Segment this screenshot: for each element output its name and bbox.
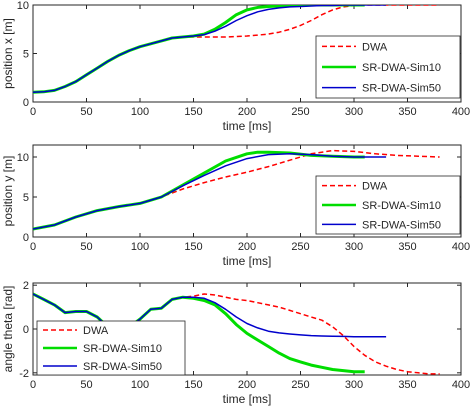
- y-tick-label: 0: [23, 97, 29, 109]
- y-tick-label: -2: [19, 368, 29, 380]
- legend: DWA SR-DWA-Sim10 SR-DWA-Sim50: [315, 175, 461, 235]
- x-tick-label: 400: [452, 379, 470, 391]
- y-tick-label: 5: [23, 192, 29, 204]
- x-tick-label: 250: [291, 106, 309, 118]
- x-tick-label: 300: [345, 379, 363, 391]
- series-line-dwa: [33, 149, 440, 230]
- y-tick-label: 2: [23, 280, 29, 292]
- legend-label: SR-DWA-Sim50: [362, 219, 441, 231]
- y-tick-label: 10: [17, 152, 29, 164]
- x-tick-label: 0: [30, 379, 36, 391]
- x-tick-label: 250: [291, 379, 309, 391]
- legend-label: DWA: [83, 325, 109, 337]
- x-tick-label: 300: [345, 241, 363, 253]
- x-tick-label: 50: [80, 379, 92, 391]
- legend-label: SR-DWA-Sim50: [362, 83, 441, 95]
- x-tick-label: 50: [80, 241, 92, 253]
- x-tick-label: 350: [398, 379, 416, 391]
- legend-label: SR-DWA-Sim10: [83, 343, 162, 355]
- series-line-sr-dwa-sim50: [33, 5, 387, 94]
- legend-label: SR-DWA-Sim50: [83, 361, 162, 373]
- x-tick-label: 200: [238, 379, 256, 391]
- legend-label: DWA: [362, 181, 388, 193]
- x-tick-label: 350: [398, 241, 416, 253]
- x-axis-label: time [ms]: [223, 119, 272, 133]
- legend-label: SR-DWA-Sim10: [362, 200, 441, 212]
- legend-label: SR-DWA-Sim10: [362, 62, 441, 74]
- y-tick-label: 0: [23, 324, 29, 336]
- x-tick-label: 0: [30, 106, 36, 118]
- x-tick-label: 100: [131, 106, 149, 118]
- y-tick-label: 10: [17, 0, 29, 12]
- x-tick-label: 200: [238, 106, 256, 118]
- x-tick-label: 150: [184, 379, 202, 391]
- y-tick-label: 0: [23, 232, 29, 244]
- x-axis-label: time [ms]: [223, 392, 272, 406]
- x-tick-label: 100: [131, 241, 149, 253]
- chart-panel-2: 0 50 100 150 200 250 300 350 400 0 5 10 time [ms] pos…: [1, 144, 470, 268]
- x-tick-label: 200: [238, 241, 256, 253]
- x-tick-label: 300: [345, 106, 363, 118]
- series-line-sr-dwa-sim50: [33, 293, 387, 338]
- x-tick-label: 350: [398, 106, 416, 118]
- x-tick-label: 100: [131, 379, 149, 391]
- x-tick-label: 50: [80, 106, 92, 118]
- x-tick-label: 250: [291, 241, 309, 253]
- x-tick-label: 150: [184, 106, 202, 118]
- y-axis-label: position y [m]: [1, 156, 15, 227]
- x-tick-label: 150: [184, 241, 202, 253]
- x-tick-label: 0: [30, 241, 36, 253]
- x-tick-label: 400: [452, 241, 470, 253]
- y-axis-label: position x [m]: [1, 18, 15, 89]
- x-tick-label: 400: [452, 106, 470, 118]
- chart-panel-1: 0 50 100 150 200 250 300 350 400 0 5 10 time [ms] pos…: [1, 0, 470, 133]
- series-line-sr-dwa-sim50: [33, 153, 387, 230]
- legend-label: DWA: [362, 41, 388, 53]
- legend: DWA SR-DWA-Sim10 SR-DWA-Sim50: [315, 35, 461, 99]
- x-axis-label: time [ms]: [223, 254, 272, 268]
- y-axis-label: angle theta [rad]: [1, 286, 15, 373]
- legend: DWA SR-DWA-Sim10 SR-DWA-Sim50: [36, 320, 186, 376]
- y-tick-label: 5: [23, 49, 29, 61]
